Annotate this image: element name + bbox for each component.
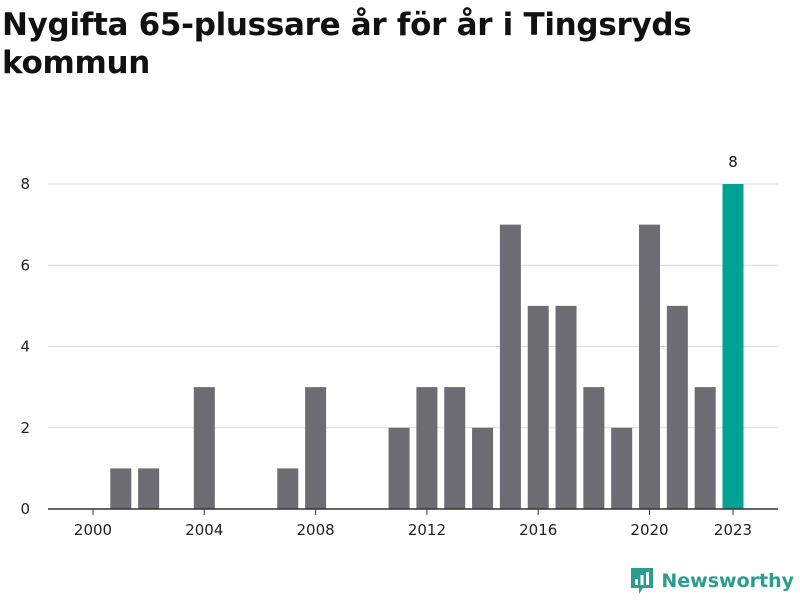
x-tick-label-2004: 2004	[185, 521, 223, 539]
y-tick-label-6: 6	[20, 256, 30, 274]
bar-2019	[611, 427, 633, 509]
bar-2014	[472, 427, 494, 509]
bar-2012	[416, 387, 438, 509]
bar-2007	[277, 468, 299, 509]
bars	[110, 184, 744, 509]
bar-2017	[555, 305, 577, 509]
y-tick-label-2: 2	[20, 419, 30, 437]
brand-name: Newsworthy	[661, 570, 794, 592]
x-tick-label-2008: 2008	[297, 521, 335, 539]
y-tick-label-8: 8	[20, 175, 30, 193]
y-tick-label-4: 4	[20, 338, 30, 356]
x-tick-label-2012: 2012	[408, 521, 446, 539]
x-tick-label-2023: 2023	[714, 521, 752, 539]
bar-2001	[110, 468, 132, 509]
bar-2020	[639, 224, 661, 509]
x-axis: 2000 2004 2008 2012 2016 2020 2023	[48, 508, 778, 539]
data-label-2023: 8	[728, 153, 738, 171]
bar-2008	[305, 387, 327, 509]
brand-logo: Newsworthy	[629, 566, 794, 596]
x-tick-label-2016: 2016	[519, 521, 557, 539]
bar-chart-logo-icon	[631, 568, 654, 594]
y-tick-label-0: 0	[20, 500, 30, 518]
bar-2011	[388, 427, 410, 509]
chart-title: Nygifta 65-plussare år för år i Tingsryd…	[2, 7, 692, 81]
bar-2023	[722, 184, 744, 509]
bar-2015	[499, 224, 521, 509]
bar-2013	[444, 387, 466, 509]
bar-2021	[666, 305, 688, 509]
bar-2022	[694, 387, 716, 509]
bar-2016	[527, 305, 549, 509]
x-tick-label-2000: 2000	[74, 521, 112, 539]
data-labels: 8	[728, 153, 738, 171]
bar-2004	[193, 387, 215, 509]
y-axis: 0 2 4 6 8	[20, 175, 30, 518]
bar-2002	[138, 468, 160, 509]
bar-2018	[583, 387, 605, 509]
x-tick-label-2020: 2020	[630, 521, 668, 539]
